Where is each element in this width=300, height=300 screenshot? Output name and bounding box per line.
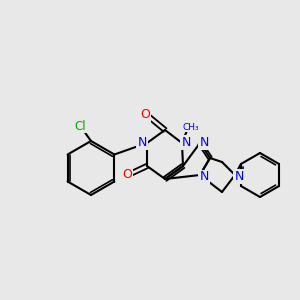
- Text: Cl: Cl: [74, 119, 86, 133]
- Text: N: N: [234, 169, 244, 182]
- Text: N: N: [181, 136, 191, 148]
- Text: N: N: [199, 136, 209, 148]
- Text: O: O: [140, 109, 150, 122]
- Text: N: N: [137, 136, 147, 148]
- Text: CH₃: CH₃: [183, 122, 199, 131]
- Text: O: O: [122, 169, 132, 182]
- Text: N: N: [199, 170, 209, 184]
